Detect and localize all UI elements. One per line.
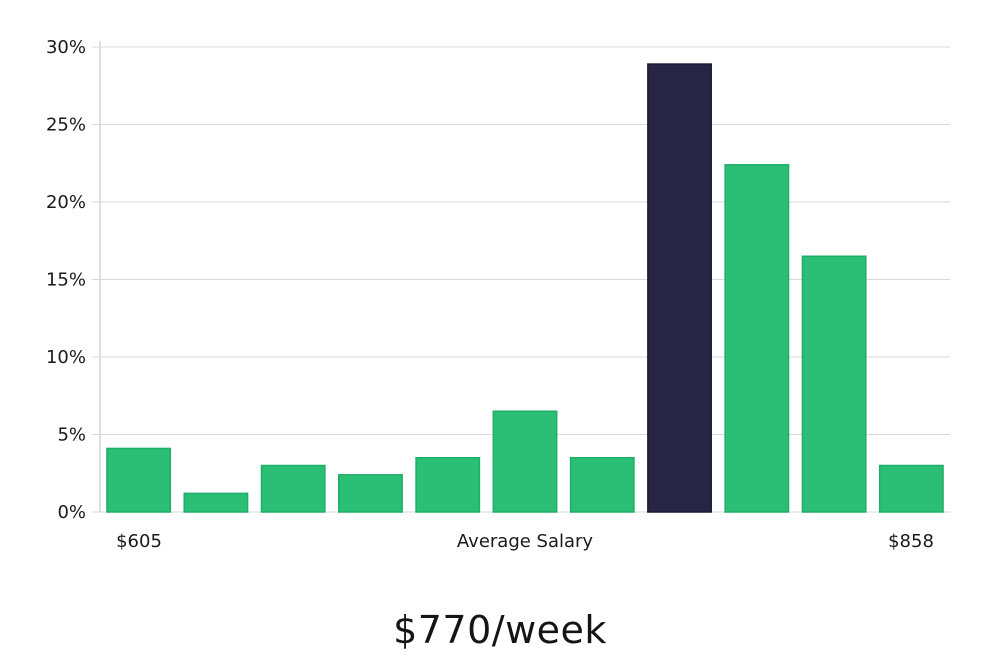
x-center-label: Average Salary <box>457 531 594 552</box>
average-weekly-salary: $770/week <box>393 608 607 652</box>
bars <box>106 63 944 513</box>
y-tick-label: 15% <box>46 270 86 291</box>
bar <box>338 474 403 513</box>
salary-chart: 0% 5% 10% 15% 20% 25% 30% $605 Average Salary … <box>46 37 950 552</box>
bar <box>183 492 249 513</box>
x-end-label: $858 <box>888 531 934 552</box>
bar <box>724 164 790 513</box>
x-axis-labels: $605 Average Salary $858 <box>116 531 934 552</box>
y-tick-label: 10% <box>46 347 86 368</box>
y-tick-label: 0% <box>57 502 86 523</box>
bar <box>492 410 558 513</box>
x-start-label: $605 <box>116 531 162 552</box>
y-tick-label: 5% <box>57 425 86 446</box>
bar-highlighted <box>647 63 712 513</box>
bar <box>260 464 326 513</box>
y-axis-ticks: 0% 5% 10% 15% 20% 25% 30% <box>46 37 86 523</box>
salary-histogram: 0% 5% 10% 15% 20% 25% 30% $605 Average Salary … <box>46 37 950 552</box>
bar <box>415 457 481 513</box>
y-tick-label: 25% <box>46 115 86 136</box>
bar <box>878 464 944 513</box>
bar <box>801 255 867 513</box>
bar <box>569 457 635 513</box>
bar <box>106 447 172 513</box>
y-tick-label: 20% <box>46 192 86 213</box>
y-tick-label: 30% <box>46 37 86 58</box>
